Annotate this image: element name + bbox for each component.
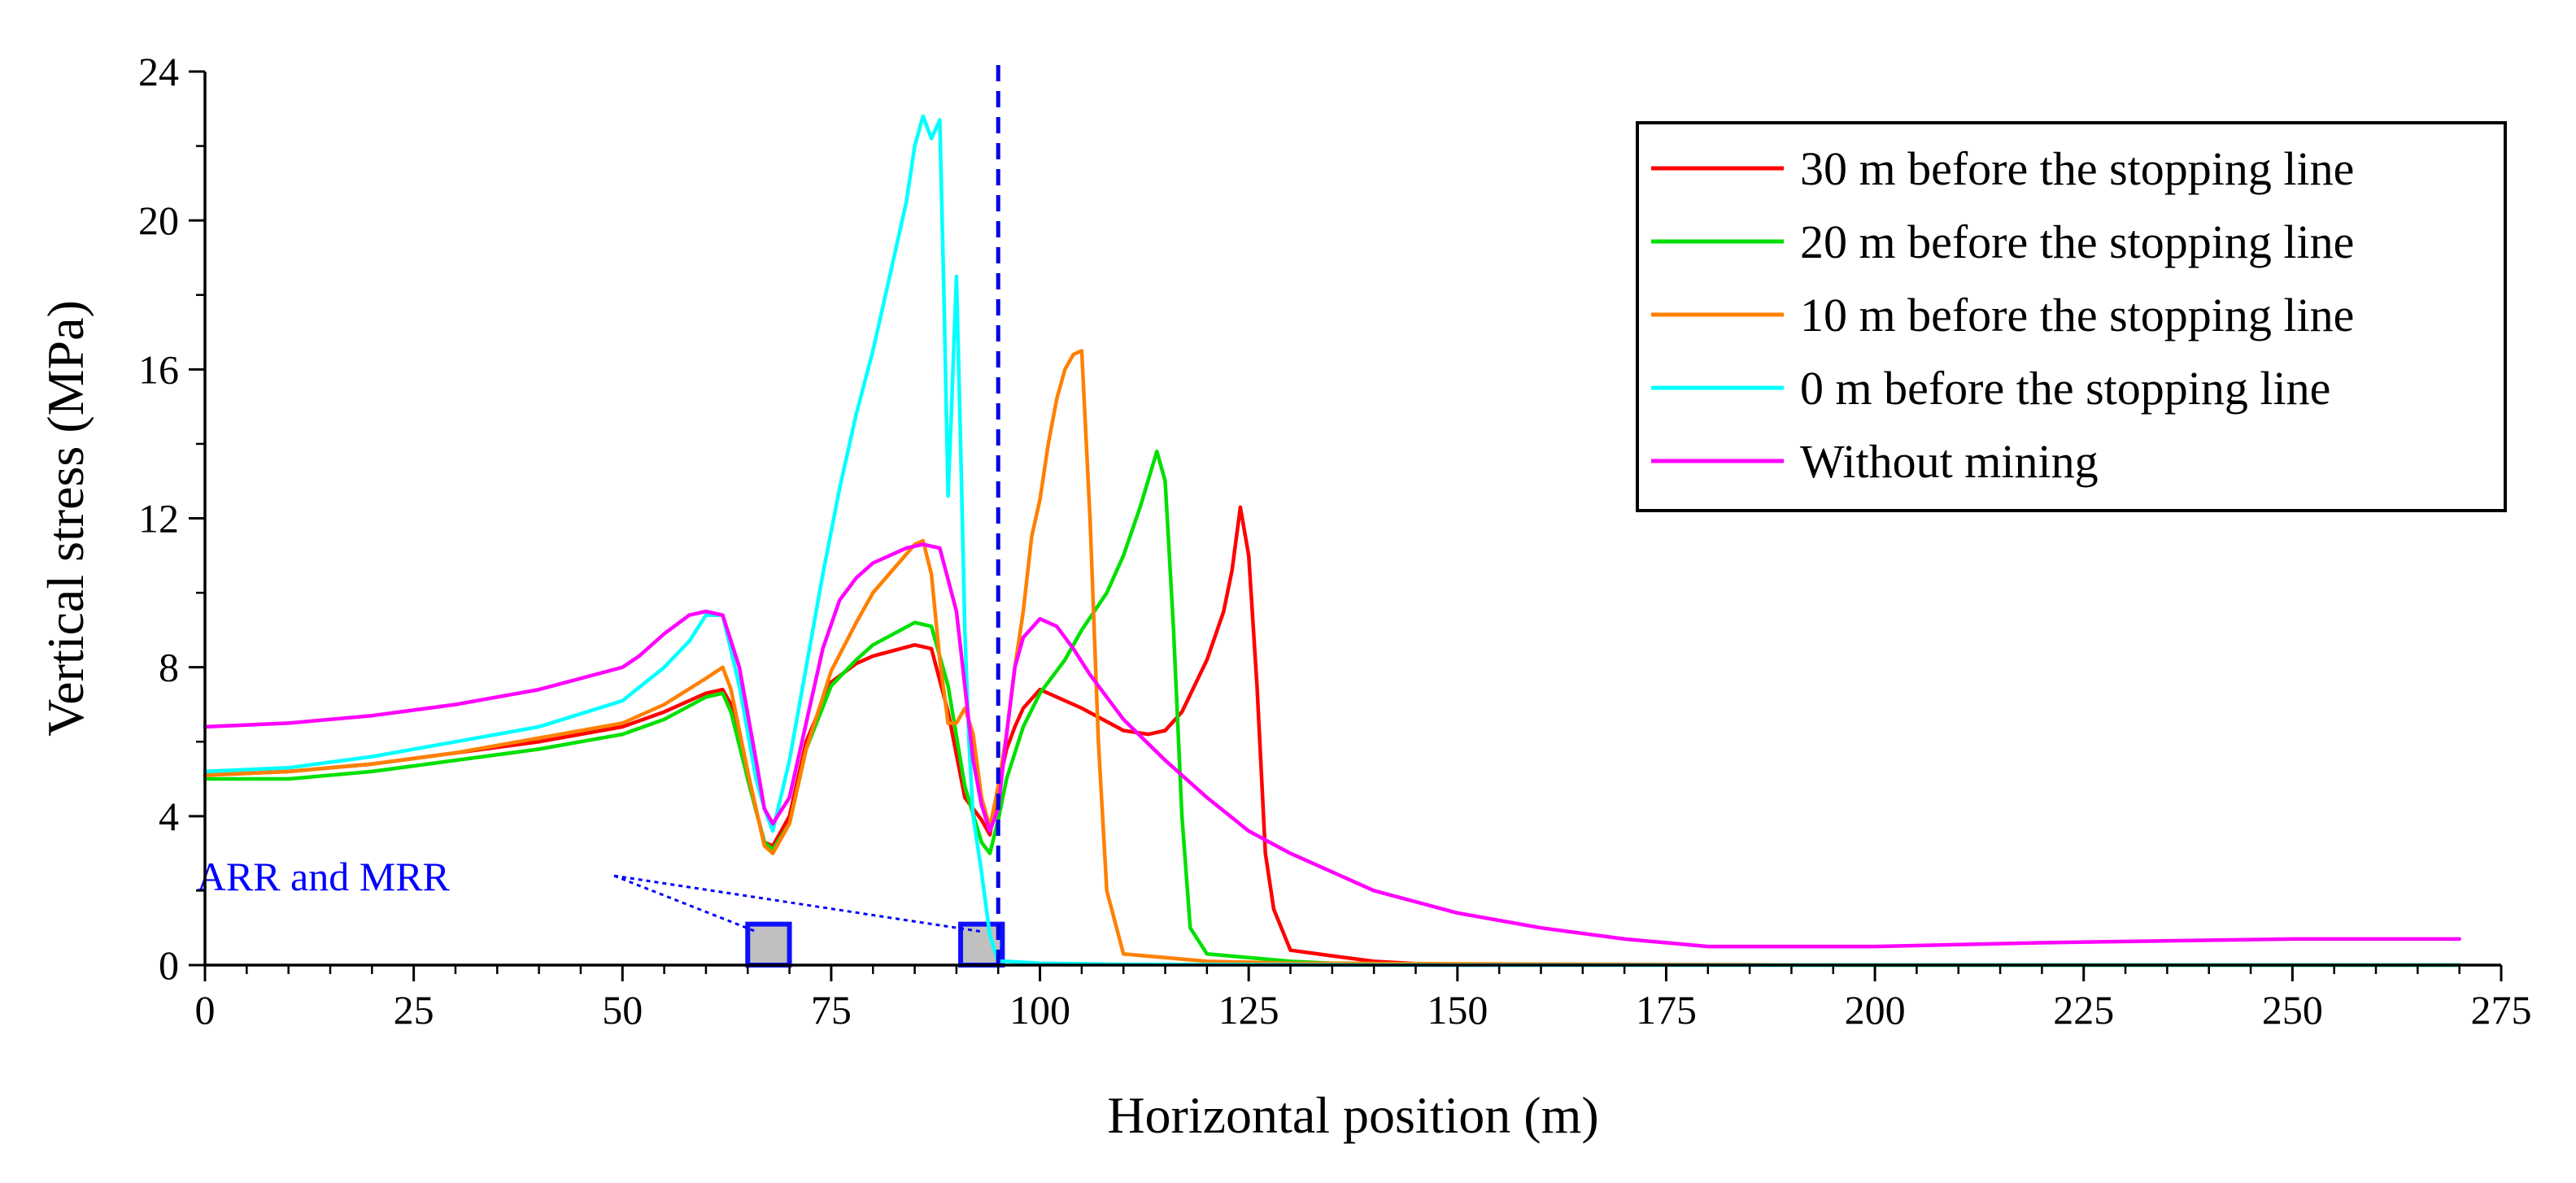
legend: 30 m before the stopping line 20 m before… <box>1636 121 2507 512</box>
y-tick-label: 24 <box>138 49 179 94</box>
y-tick-label: 20 <box>138 198 179 243</box>
x-tick-label: 50 <box>602 987 643 1033</box>
y-tick-label: 4 <box>159 794 179 839</box>
x-tick-label: 75 <box>811 987 852 1033</box>
x-tick-label: 275 <box>2471 987 2532 1033</box>
series-line-2 <box>203 349 2461 968</box>
axes: 0 25 50 75 100 125 150 175 200 225 250 275 0 4 8 12 16 20… <box>138 49 2532 1033</box>
x-tick-label: 0 <box>195 987 216 1033</box>
x-tick-label: 250 <box>2262 987 2323 1033</box>
series-line-3 <box>203 114 2461 968</box>
legend-label-3: 0 m before the stopping line <box>1800 362 2330 415</box>
annotation-group: ARR and MRR <box>197 854 982 933</box>
x-tick-label: 200 <box>1845 987 1906 1033</box>
x-tick-label: 125 <box>1218 987 1279 1033</box>
y-tick-label: 0 <box>159 942 179 988</box>
x-tick-label: 100 <box>1009 987 1070 1033</box>
series-line-1 <box>203 449 2461 968</box>
legend-label-4: Without mining <box>1800 435 2099 488</box>
y-axis-label: Vertical stress (MPa) <box>37 300 94 737</box>
annotation-leader-0 <box>613 874 757 933</box>
legend-label-2: 10 m before the stopping line <box>1800 289 2354 341</box>
legend-label-0: 30 m before the stopping line <box>1800 142 2354 195</box>
x-tick-label: 225 <box>2053 987 2114 1033</box>
x-tick-label: 150 <box>1427 987 1488 1033</box>
y-tick-label: 12 <box>138 496 179 541</box>
series-lines <box>203 114 2461 968</box>
annotation-label: ARR and MRR <box>197 854 451 899</box>
annotation-leader-1 <box>613 874 982 933</box>
legend-label-1: 20 m before the stopping line <box>1800 215 2354 268</box>
room-blocks <box>745 921 1005 968</box>
series-line-4 <box>203 542 2461 949</box>
x-tick-label: 175 <box>1636 987 1697 1033</box>
y-tick-label: 16 <box>138 346 179 392</box>
y-tick-label: 8 <box>159 645 179 690</box>
x-tick-label: 25 <box>394 987 434 1033</box>
x-axis-label: Horizontal position (m) <box>1107 1086 1598 1144</box>
